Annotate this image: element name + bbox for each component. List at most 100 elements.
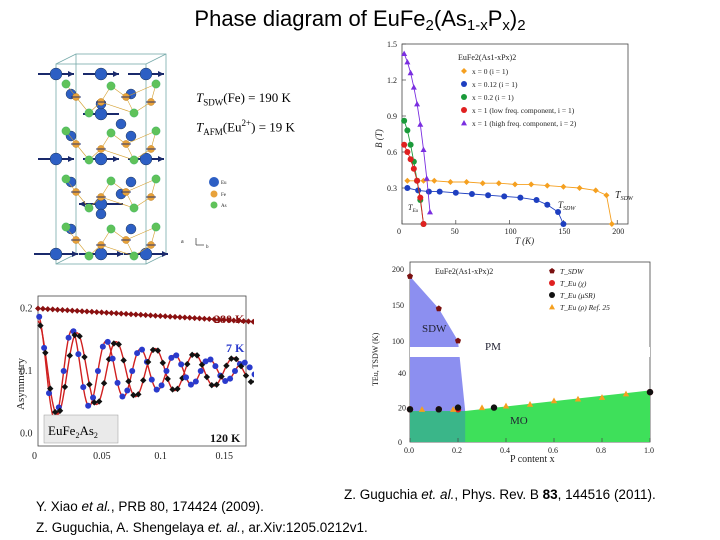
musr-point-7k — [46, 390, 53, 397]
musr-point-280k — [196, 315, 203, 322]
musr-ytick-label: 0.2 — [20, 304, 33, 315]
eu-atom — [139, 152, 153, 166]
as-atom — [151, 79, 161, 89]
musr-point-120k — [120, 357, 127, 364]
chart2-legend-label-1: T_Eu (χ) — [560, 279, 587, 288]
chart2-ytick-label: 40 — [398, 369, 406, 378]
musr-point-280k — [98, 309, 105, 316]
musr-point-120k — [247, 378, 254, 386]
chart1-legend-label-3: x = 1 (low freq. component, i = 1) — [472, 106, 575, 115]
chart1-point-s0 — [608, 221, 615, 227]
musr-point-7k — [222, 378, 229, 385]
musr-point-280k — [49, 306, 56, 313]
chart1-point-s1 — [517, 194, 524, 201]
chart1-xtick-label: 50 — [451, 227, 459, 236]
musr-xtick-label: 0.15 — [216, 451, 234, 462]
chart1-point-s0 — [603, 192, 610, 199]
chart1-point-s1 — [425, 188, 432, 195]
musr-point-7k — [94, 368, 101, 374]
musr-point-7k — [251, 371, 254, 378]
chart2-point-s3 — [502, 402, 510, 409]
chart2-xtick-label: 0.6 — [548, 446, 558, 455]
eu-atom — [94, 247, 108, 261]
chart2-point-s0 — [455, 337, 461, 344]
chart2-title: EuFe2(As1-xPx)2 — [435, 267, 493, 276]
crystal-lattice — [34, 53, 168, 265]
spin-arrowhead — [113, 71, 119, 77]
atom-legend: Eu Fe As — [209, 177, 227, 209]
chart1-point-s4 — [401, 50, 408, 56]
musr-point-120k — [228, 355, 235, 362]
musr-point-120k — [184, 360, 191, 368]
eu-atom — [94, 152, 108, 166]
musr-point-120k — [149, 346, 157, 354]
chart1-point-s0 — [495, 180, 502, 187]
musr-point-120k — [81, 353, 88, 361]
spin-arrowhead — [79, 201, 85, 207]
chart1-ytick-label: 1.2 — [387, 76, 397, 85]
chart2-xtick-label: 0.2 — [452, 446, 462, 455]
chart2-point-s2 — [454, 404, 462, 411]
musr-point-280k — [44, 306, 51, 313]
musr-point-120k — [252, 380, 254, 383]
musr-point-120k — [223, 362, 230, 369]
musr-xtick-label: 0.1 — [154, 451, 167, 462]
chart2-point-s3 — [450, 406, 457, 412]
as-atom — [84, 251, 94, 261]
as-atom — [151, 126, 161, 136]
chart1-point-s1 — [452, 189, 459, 196]
musr-point-120k — [71, 331, 78, 339]
chart2-point-s3 — [574, 395, 582, 402]
musr-point-7k — [134, 350, 141, 357]
chart2-point-s3 — [478, 404, 486, 411]
musr-ylabel: Asymmetry — [15, 358, 27, 410]
musr-point-7k — [153, 386, 160, 393]
chart1-point-s4 — [420, 146, 427, 152]
legend-fe-label: Fe — [221, 193, 227, 198]
chart1-legend-label-0: x = 0 (i = 1) — [472, 67, 509, 76]
chart1-point-s4 — [410, 84, 417, 90]
musr-point-7k — [80, 384, 87, 391]
chart1-legend-marker — [461, 68, 467, 74]
spin-arrowhead — [68, 156, 74, 162]
chart1-point-s3 — [417, 194, 424, 201]
musr-point-280k — [35, 305, 41, 312]
musr-point-7k — [60, 368, 67, 374]
as-atom — [151, 174, 161, 184]
chart2-ylabel: TEu, TSDW (K) — [371, 332, 380, 386]
chart1-legend-label-4: x = 1 (high freq. component, i = 2) — [472, 119, 577, 128]
chart1-point-s2 — [407, 141, 414, 148]
musr-point-7k — [90, 394, 97, 401]
chart1-point-s0 — [560, 183, 567, 190]
as-atom — [129, 108, 139, 118]
tsdw-annotation: TSDW(Fe) = 190 K — [196, 90, 291, 108]
citation-arxiv: Z. Guguchia, A. Shengelaya et. al., ar.X… — [36, 520, 368, 535]
chart2-legend-label-3: T_Eu (ρ) Ref. 25 — [560, 303, 610, 312]
temp-label-7k: 7 K — [226, 341, 245, 355]
musr-point-280k — [250, 318, 254, 325]
chart2-ytick-label: 20 — [398, 404, 406, 413]
musr-xtick-label: 0 — [32, 451, 37, 462]
musr-point-120k — [169, 386, 176, 393]
spin-arrowhead — [162, 251, 168, 257]
legend-as-label: As — [221, 204, 227, 209]
musr-point-7k — [85, 402, 92, 409]
musr-point-120k — [242, 372, 250, 379]
chart1-legend-marker — [461, 94, 467, 100]
region-sdw — [410, 262, 466, 412]
musr-point-280k — [181, 314, 188, 321]
musr-point-7k — [178, 361, 185, 368]
phase-diagram-chart: 0.0 0.2 0.4 0.6 0.8 1.0 100 150 200 0 20 40 T_SDW T_… — [371, 261, 654, 465]
axis-b-label: b — [206, 245, 209, 250]
as-atom — [84, 155, 94, 165]
as-atom — [106, 128, 116, 138]
fe-as-bond — [125, 226, 157, 241]
musr-point-120k — [66, 352, 74, 359]
musr-point-280k — [88, 308, 95, 315]
musr-point-280k — [123, 310, 130, 317]
chart1-point-s3 — [410, 165, 417, 172]
chart2-xtick-label: 0.8 — [596, 446, 606, 455]
chart1-point-s3 — [401, 141, 408, 148]
musr-point-120k — [213, 381, 220, 388]
as-atom — [129, 203, 139, 213]
